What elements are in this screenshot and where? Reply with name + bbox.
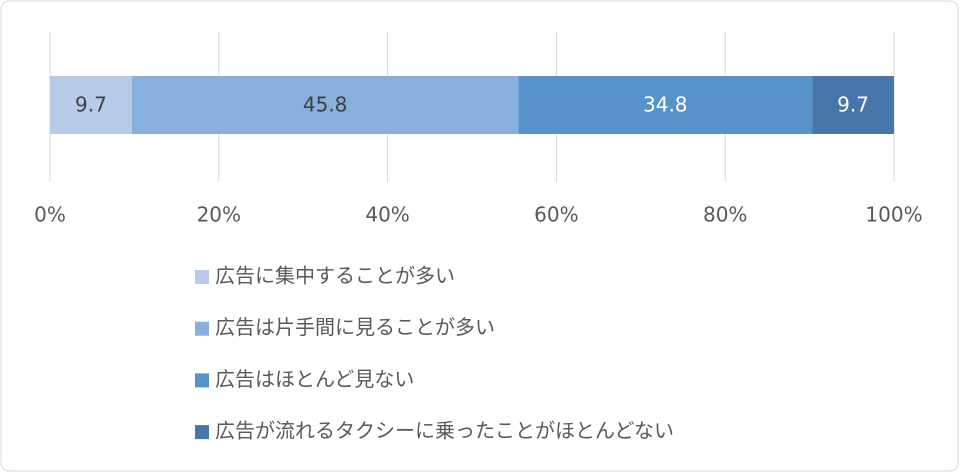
x-tick-label: 0% [34, 203, 66, 227]
x-tick-label: 20% [197, 203, 241, 227]
data-label: 34.8 [643, 93, 688, 117]
legend-label: 広告が流れるタクシーに乗ったことがほとんどない [215, 419, 674, 443]
bar-segment [518, 76, 813, 134]
legend-label: 広告に集中することが多い [215, 264, 455, 288]
legend-swatch [195, 270, 209, 284]
legend-label: 広告は片手間に見ることが多い [215, 315, 495, 339]
data-label: 9.7 [837, 93, 869, 117]
bar-segment [131, 76, 519, 134]
x-tick-label: 80% [703, 203, 747, 227]
x-tick-label: 100% [865, 203, 922, 227]
bar-segment [812, 76, 894, 134]
data-label: 45.8 [303, 93, 348, 117]
legend-swatch [195, 321, 209, 336]
x-tick-label: 60% [534, 203, 578, 227]
bar-segment [50, 76, 132, 134]
legend-label: 広告はほとんど見ない [215, 367, 414, 391]
x-tick-label: 40% [365, 203, 409, 227]
legend-swatch [195, 425, 209, 440]
data-label: 9.7 [75, 93, 107, 117]
legend-swatch [195, 373, 209, 388]
